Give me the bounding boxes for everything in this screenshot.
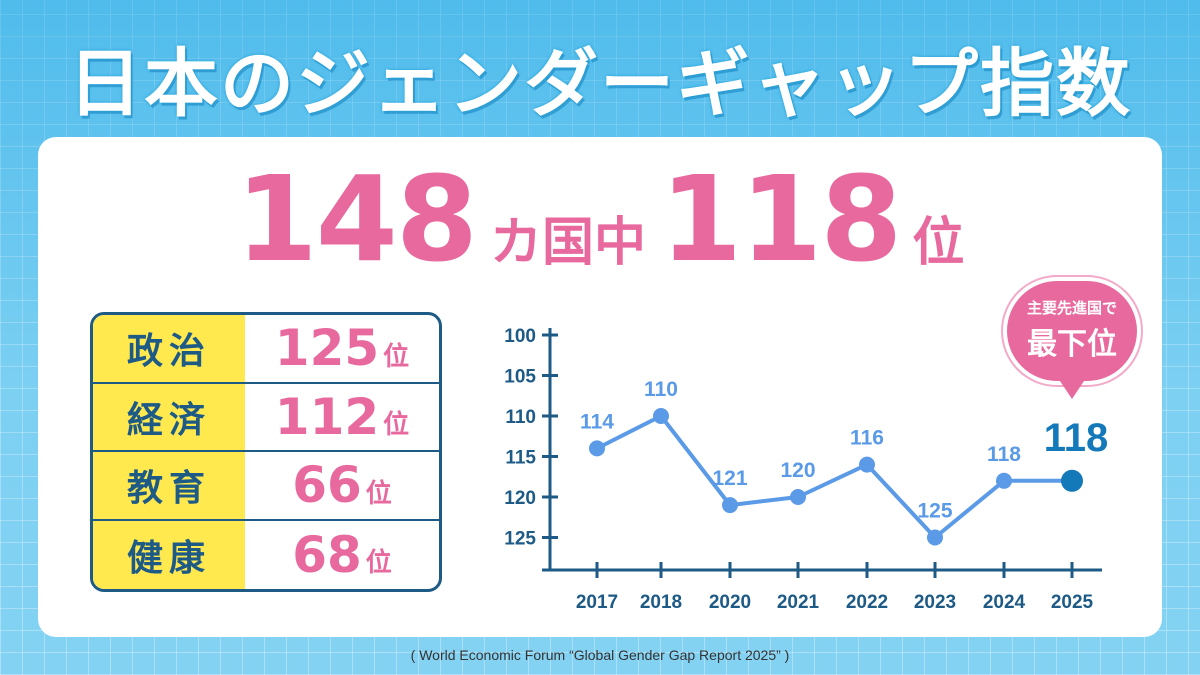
data-label-highlight: 118: [1044, 416, 1109, 460]
data-point: [859, 456, 875, 473]
data-point-highlight: [1061, 469, 1083, 492]
x-tick-label: 2018: [640, 592, 682, 613]
y-tick-label: 115: [505, 448, 536, 469]
rank-unit: 位: [912, 213, 965, 273]
data-label: 110: [644, 378, 678, 401]
rank-number: 112: [274, 387, 380, 446]
data-label: 118: [987, 443, 1021, 466]
data-label: 114: [580, 410, 614, 433]
total-countries: 148: [235, 150, 478, 288]
category-label: 政治: [93, 315, 245, 382]
rank-number: 68: [292, 525, 362, 584]
data-label: 125: [917, 500, 952, 523]
badge-line2: 最下位: [1027, 327, 1117, 362]
countries-label: カ国中: [489, 213, 646, 273]
lowest-rank-badge: 主要先進国で 最下位: [1003, 277, 1141, 415]
y-tick-label: 120: [504, 488, 536, 509]
table-row: 経済 112 位: [93, 383, 439, 452]
overall-rank-number: 118: [660, 150, 902, 288]
badge-pointer: [1060, 381, 1084, 399]
data-point: [653, 408, 669, 424]
table-row: 健康 68 位: [93, 520, 439, 590]
badge-line1: 主要先進国で: [1026, 299, 1117, 317]
category-label: 健康: [93, 520, 245, 589]
series-line: [596, 414, 1072, 540]
data-point: [927, 529, 943, 546]
category-rank: 125 位: [245, 315, 439, 382]
y-tick-label: 105: [504, 367, 536, 388]
data-point: [790, 489, 806, 505]
rank-unit: 位: [383, 410, 410, 441]
category-label: 教育: [93, 452, 245, 519]
table-row: 政治 125 位: [93, 315, 439, 384]
page-title: 日本のジェンダーギャップ指数: [68, 41, 1132, 127]
y-tick-label: 100: [504, 326, 536, 347]
overall-rank: 148 カ国中 118 位: [0, 160, 1200, 278]
category-ranks-table: 政治 125 位 経済 112 位 教育 66 位 健康 68 位: [90, 312, 442, 592]
category-label: 経済: [93, 383, 245, 450]
x-tick-label: 2021: [777, 592, 820, 613]
data-label: 116: [850, 427, 884, 450]
x-tick-label: 2024: [983, 592, 1026, 613]
data-label: 120: [780, 459, 815, 482]
rank-number: 66: [292, 456, 362, 515]
rank-line-chart: 100 105 110 115 120 125 2017 2018 2020 2021 2022 20…: [504, 326, 1109, 613]
data-point: [996, 472, 1012, 489]
rank-unit: 位: [365, 478, 392, 509]
rank-number: 125: [274, 319, 380, 378]
table-row: 教育 66 位: [93, 452, 439, 521]
category-rank: 66 位: [245, 452, 439, 519]
data-point: [589, 440, 605, 457]
badge-circle: [1003, 277, 1141, 385]
source-citation: ( World Economic Forum “Global Gender Ga…: [410, 647, 790, 663]
data-point: [722, 497, 738, 514]
x-tick-label: 2022: [846, 592, 888, 613]
category-rank: 68 位: [245, 521, 439, 590]
rank-unit: 位: [365, 548, 392, 579]
x-tick-label: 2017: [576, 592, 618, 613]
y-tick-label: 110: [505, 407, 536, 428]
category-rank: 112 位: [245, 384, 439, 451]
x-tick-label: 2023: [914, 592, 956, 613]
y-tick-label: 125: [504, 529, 536, 550]
x-tick-label: 2025: [1051, 592, 1094, 613]
rank-unit: 位: [383, 341, 410, 372]
x-tick-label: 2020: [709, 592, 751, 613]
data-label: 121: [712, 467, 747, 490]
